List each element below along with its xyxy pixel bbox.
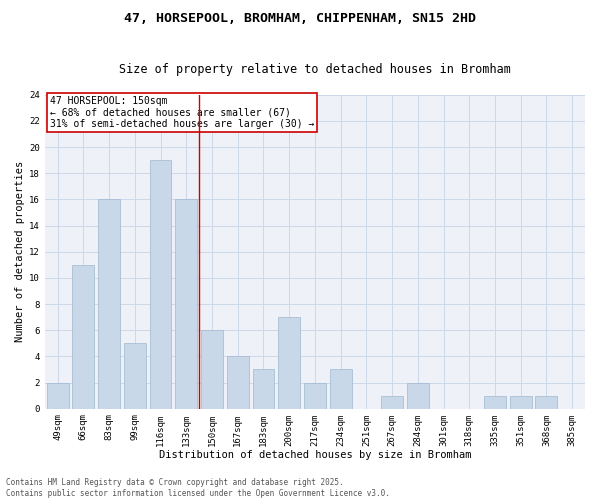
Bar bbox=[381, 396, 403, 408]
Text: 47, HORSEPOOL, BROMHAM, CHIPPENHAM, SN15 2HD: 47, HORSEPOOL, BROMHAM, CHIPPENHAM, SN15… bbox=[124, 12, 476, 26]
Bar bbox=[175, 200, 197, 408]
Bar bbox=[329, 370, 352, 408]
Bar bbox=[149, 160, 172, 408]
Bar bbox=[47, 382, 68, 408]
Bar bbox=[73, 265, 94, 408]
Bar bbox=[484, 396, 506, 408]
Bar bbox=[278, 317, 300, 408]
Bar bbox=[510, 396, 532, 408]
Bar bbox=[98, 200, 120, 408]
Bar bbox=[304, 382, 326, 408]
Bar bbox=[407, 382, 429, 408]
Text: 47 HORSEPOOL: 150sqm
← 68% of detached houses are smaller (67)
31% of semi-detac: 47 HORSEPOOL: 150sqm ← 68% of detached h… bbox=[50, 96, 314, 130]
Bar bbox=[124, 344, 146, 408]
Title: Size of property relative to detached houses in Bromham: Size of property relative to detached ho… bbox=[119, 62, 511, 76]
Bar bbox=[535, 396, 557, 408]
Bar bbox=[253, 370, 274, 408]
Bar bbox=[227, 356, 248, 408]
X-axis label: Distribution of detached houses by size in Bromham: Distribution of detached houses by size … bbox=[158, 450, 471, 460]
Text: Contains HM Land Registry data © Crown copyright and database right 2025.
Contai: Contains HM Land Registry data © Crown c… bbox=[6, 478, 390, 498]
Y-axis label: Number of detached properties: Number of detached properties bbox=[15, 161, 25, 342]
Bar bbox=[201, 330, 223, 408]
